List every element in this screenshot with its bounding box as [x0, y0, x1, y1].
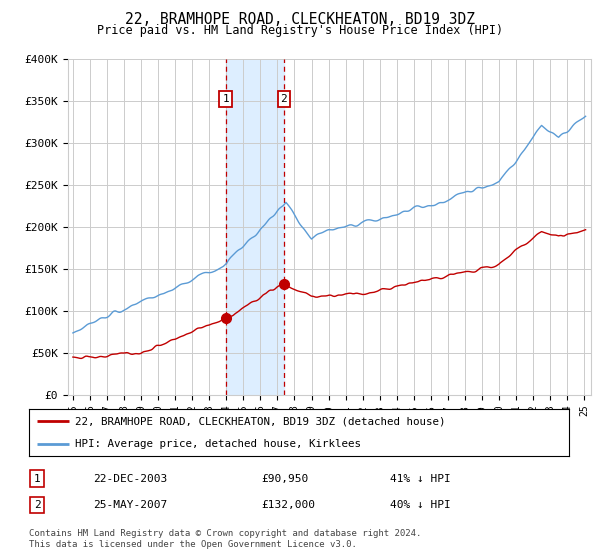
- Text: 40% ↓ HPI: 40% ↓ HPI: [390, 500, 451, 510]
- Text: 1: 1: [222, 94, 229, 104]
- Text: 1: 1: [34, 474, 41, 484]
- Text: Price paid vs. HM Land Registry's House Price Index (HPI): Price paid vs. HM Land Registry's House …: [97, 24, 503, 37]
- Text: 2: 2: [280, 94, 287, 104]
- Text: £90,950: £90,950: [261, 474, 308, 484]
- Text: 2: 2: [34, 500, 41, 510]
- Text: 41% ↓ HPI: 41% ↓ HPI: [390, 474, 451, 484]
- Text: HPI: Average price, detached house, Kirklees: HPI: Average price, detached house, Kirk…: [75, 439, 361, 449]
- Text: 22-DEC-2003: 22-DEC-2003: [93, 474, 167, 484]
- Bar: [226, 59, 284, 395]
- Text: 25-MAY-2007: 25-MAY-2007: [93, 500, 167, 510]
- Text: £132,000: £132,000: [261, 500, 315, 510]
- Text: 22, BRAMHOPE ROAD, CLECKHEATON, BD19 3DZ (detached house): 22, BRAMHOPE ROAD, CLECKHEATON, BD19 3DZ…: [75, 416, 445, 426]
- Text: Contains HM Land Registry data © Crown copyright and database right 2024.
This d: Contains HM Land Registry data © Crown c…: [29, 529, 421, 549]
- Text: 22, BRAMHOPE ROAD, CLECKHEATON, BD19 3DZ: 22, BRAMHOPE ROAD, CLECKHEATON, BD19 3DZ: [125, 12, 475, 27]
